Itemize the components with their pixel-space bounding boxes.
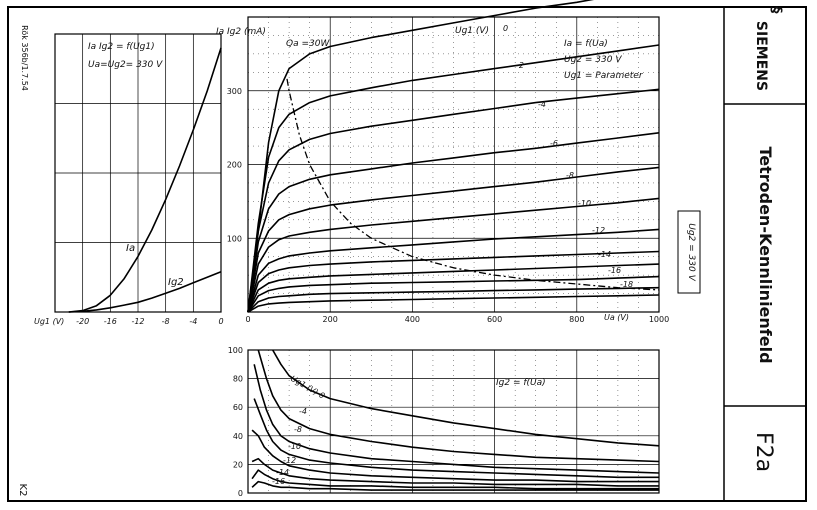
screen-series--16 [251, 469, 659, 490]
screen-series--12 [251, 429, 659, 483]
anode-series-label: 0 [503, 24, 508, 33]
screen-series-group [251, 350, 659, 491]
screen-series-label: -14 [276, 468, 289, 477]
screen-y-tick: 80 [233, 375, 243, 384]
transfer-x-tick: -16 [104, 317, 117, 326]
anode-series-label: -6 [550, 139, 558, 148]
anode-series--14 [247, 263, 660, 313]
anode-annotation: Ug1 = Parameter [564, 71, 644, 81]
anode-series-unlabeled-11 [247, 294, 660, 313]
screen-param-label: Ug1 (V) 0 [289, 374, 326, 401]
anode-annotation: Ia = f(Ua) [564, 39, 608, 49]
svg-text:§: § [768, 7, 784, 14]
screen-series--14 [251, 457, 659, 487]
anode-series-label: -2 [516, 61, 524, 70]
anode-power-label: Qa =30W [286, 39, 330, 49]
anode-series--8 [247, 166, 660, 313]
sheet-title: Tetroden-Kennlinienfeld [756, 146, 775, 363]
screen-series--10 [253, 398, 659, 479]
screen-annotation: Ig2 = f(Ua) [496, 378, 546, 388]
screen-series-label: -4 [299, 407, 307, 416]
screen-series-label: -10 [288, 442, 301, 451]
anode-series-label: -18 [620, 280, 633, 289]
anode-series--4 [247, 88, 660, 313]
anode-x-tick: 200 [323, 315, 338, 324]
anode-annotation: Ug2 = 330 V [564, 55, 622, 65]
anode-series--12 [247, 228, 660, 313]
screen-series--4 [257, 350, 659, 463]
screen-y-tick: 40 [233, 432, 243, 441]
ug2-box-label: Ug2 = 330 V [686, 223, 696, 281]
transfer-x-tick: 0 [218, 317, 223, 326]
anode-x-label: Ua (V) [604, 313, 629, 322]
side-code: Rök 356b/1.7.54 [20, 25, 29, 91]
anode-power-limit-curve [286, 78, 660, 291]
page-frame [7, 6, 807, 502]
brand-name: SIEMENS [753, 21, 769, 91]
anode-y-tick: 200 [227, 161, 242, 170]
anode-series-label: -14 [598, 250, 611, 259]
anode-y-label: Ia Ig2 (mA) [216, 27, 266, 37]
screen-series-label: -16 [272, 477, 285, 486]
screen-series-label: -12 [283, 456, 296, 465]
anode-x-tick: 400 [405, 315, 420, 324]
corner-code: K2 [17, 484, 28, 497]
anode-series--18 [247, 286, 660, 313]
screen-series-unlabeled-7 [251, 480, 659, 491]
screen-y-tick: 100 [228, 346, 243, 355]
anode-y-tick: 100 [227, 234, 242, 243]
anode-series-label: -16 [608, 266, 621, 275]
transfer-subtitle: Ua=Ug2= 330 V [88, 60, 163, 70]
transfer-chart: -20 -16 -12 -8 -4 0 Ug1 (V) Ia Ig2 = f(Ug1) Ua=U… [34, 42, 224, 326]
transfer-series-label: Ia [126, 243, 135, 254]
transfer-x-tick: -12 [131, 317, 144, 326]
anode-x-tick: 1000 [649, 315, 669, 324]
anode-series-unlabeled-7 [247, 250, 660, 313]
transfer-series-Ig2 [68, 270, 222, 313]
anode-chart: 100 200 300 0 200 400 600 800 1000 Ua (V) Ia Ig2 (… [216, 0, 669, 324]
ug2-box [677, 210, 701, 294]
transfer-x-tick: -20 [76, 317, 89, 326]
transfer-x-label: Ug1 (V) [34, 317, 64, 326]
screen-chart: 0 20 40 60 80 100 Ig2 = f(Ua) Ug1 (V) 0 -4 -8 -10 -… [228, 346, 659, 498]
anode-series-label: -8 [566, 171, 574, 180]
transfer-x-tick: -8 [162, 317, 170, 326]
transfer-series-label: Ig2 [168, 277, 184, 288]
transfer-x-tick: -4 [189, 317, 197, 326]
screen-y-tick: 60 [233, 403, 243, 412]
anode-series-label: -4 [538, 100, 546, 109]
anode-series-label: -10 [578, 199, 591, 208]
anode-y-tick: 300 [227, 87, 242, 96]
anode-x-tick: 800 [569, 315, 584, 324]
screen-series--8 [253, 364, 659, 474]
anode-series--6 [247, 132, 660, 313]
anode-x-tick: 600 [487, 315, 502, 324]
transfer-series-Ia [68, 47, 222, 313]
anode-series-0 [247, 0, 595, 313]
screen-y-tick: 0 [238, 489, 243, 498]
anode-series--16 [247, 275, 660, 313]
anode-x-tick: 0 [245, 315, 250, 324]
screen-series-label: -8 [294, 425, 302, 434]
transfer-title: Ia Ig2 = f(Ug1) [88, 42, 155, 52]
sheet-code: F2a [751, 432, 776, 472]
anode-series--10 [247, 197, 660, 313]
anode-series--2 [247, 44, 660, 313]
anode-param-label: Ug1 (V) [455, 26, 489, 36]
screen-y-tick: 20 [233, 460, 243, 469]
siemens-logo-icon: SIEMENS § [753, 7, 784, 92]
screen-series-0 [271, 350, 659, 447]
anode-series-label: -12 [592, 226, 605, 235]
